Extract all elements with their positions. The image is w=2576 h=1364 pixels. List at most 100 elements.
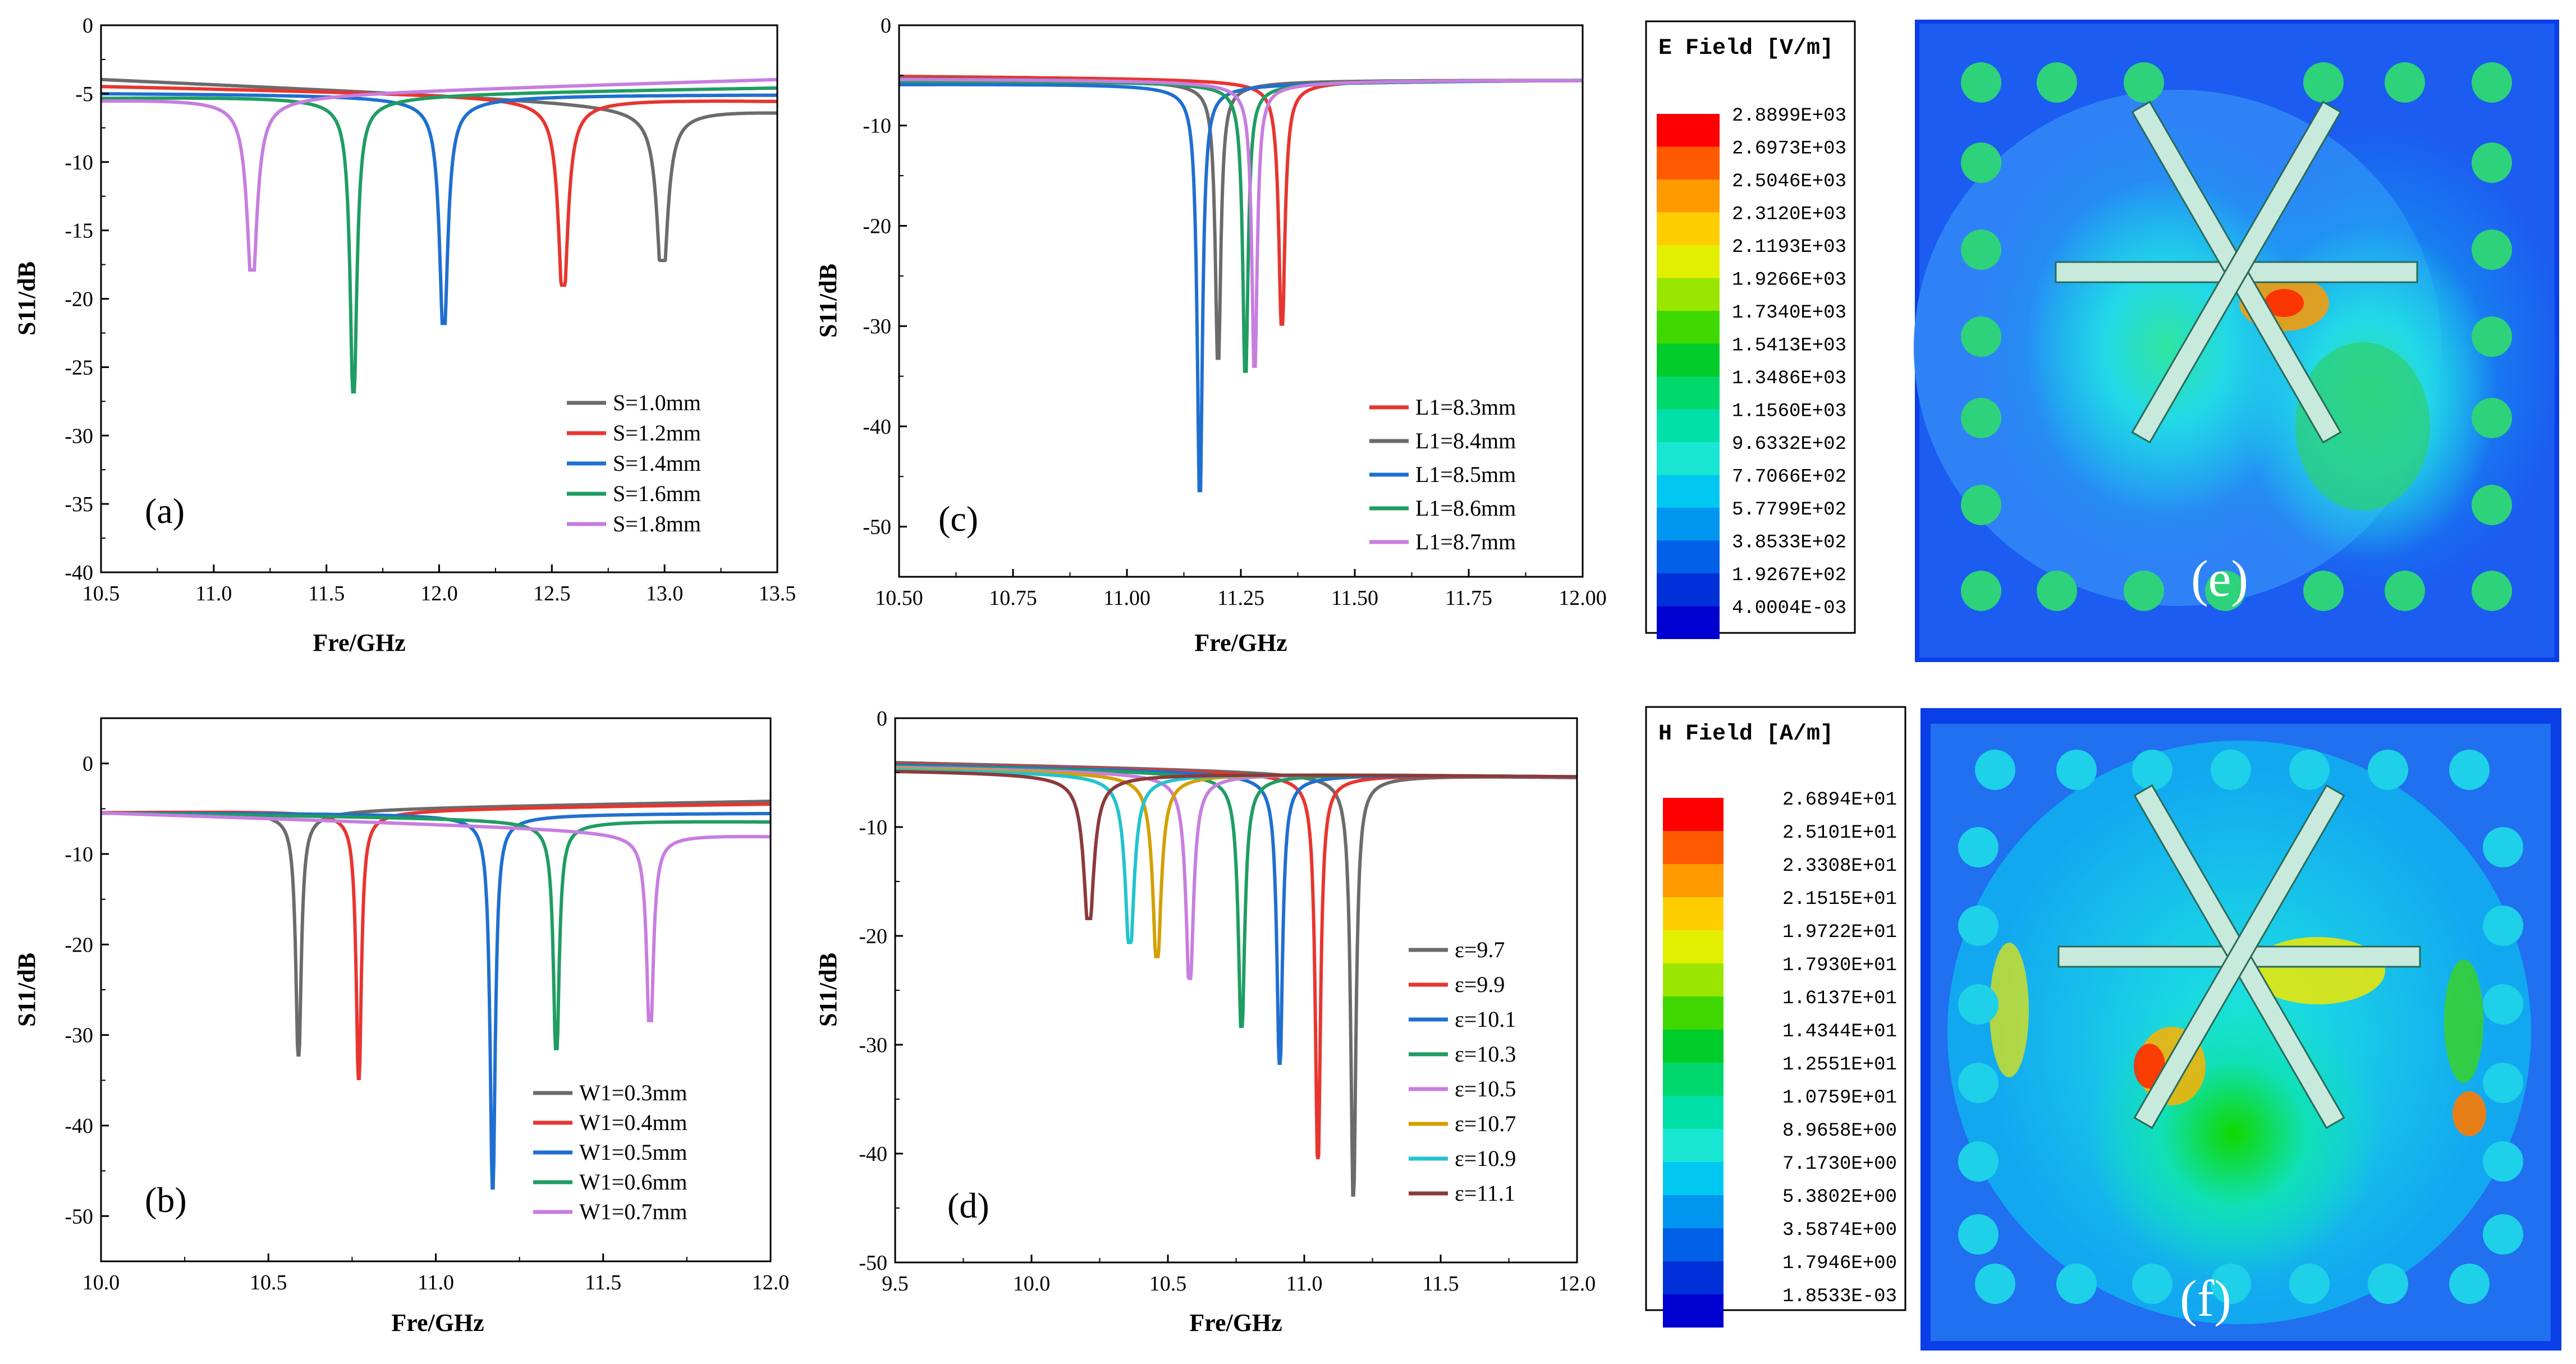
legend-label: W1=0.7mm: [579, 1199, 687, 1224]
scale-value: 2.1515E+01: [1782, 889, 1897, 910]
via: [2449, 750, 2490, 790]
via: [1961, 316, 2001, 357]
via: [1958, 1063, 1999, 1103]
color-swatch: [1663, 963, 1724, 996]
scale-value: 1.4344E+01: [1782, 1021, 1897, 1042]
via: [2056, 1264, 2097, 1304]
y-tick-label: -30: [859, 1034, 887, 1057]
via: [2303, 62, 2344, 103]
field-region: [2295, 342, 2430, 511]
legend-label: ε=10.5: [1455, 1076, 1516, 1101]
y-tick-label: -35: [65, 493, 93, 516]
color-swatch: [1657, 180, 1720, 213]
scale-value: 1.3486E+03: [1732, 368, 1846, 389]
panel-label: (f): [2180, 1270, 2231, 1327]
via: [1958, 1141, 1999, 1182]
y-tick-label: -40: [65, 1114, 93, 1138]
scale-value: 2.3308E+01: [1782, 856, 1897, 877]
color-swatch: [1657, 278, 1720, 311]
scale-value: 4.0004E-03: [1732, 598, 1846, 619]
color-swatch: [1663, 1228, 1724, 1261]
scale-value: 1.1560E+03: [1732, 401, 1846, 422]
color-swatch: [1663, 897, 1724, 930]
panel-label: (b): [145, 1180, 187, 1220]
y-tick-label: -40: [863, 415, 891, 439]
y-tick-label: -10: [65, 151, 93, 174]
scale-value: 1.9266E+03: [1732, 270, 1846, 291]
color-swatch: [1663, 930, 1724, 963]
color-swatch: [1657, 311, 1720, 344]
y-axis-label: S11/dB: [814, 264, 842, 338]
patch-arm: [2131, 100, 2342, 444]
panel-label: (e): [2191, 550, 2248, 607]
series-line-L1=8.6mm: [899, 79, 1583, 373]
x-axis-label: Fre/GHz: [313, 629, 405, 656]
scale-value: 5.3802E+00: [1782, 1187, 1897, 1208]
color-swatch: [1663, 1129, 1724, 1162]
x-tick-label: 11.0: [195, 582, 232, 605]
y-axis-label: S11/dB: [13, 261, 40, 336]
color-swatch: [1663, 1063, 1724, 1096]
color-swatch: [1657, 409, 1720, 442]
scale-value: 1.9267E+02: [1732, 565, 1846, 586]
y-tick-label: -10: [863, 114, 891, 138]
via: [2368, 1264, 2408, 1304]
y-tick-label: 0: [881, 14, 891, 38]
via: [2132, 750, 2172, 790]
x-tick-label: 10.0: [1013, 1272, 1051, 1296]
x-tick-label: 11.0: [1286, 1272, 1322, 1296]
via: [2037, 571, 2077, 611]
y-tick-label: 0: [82, 14, 93, 38]
y-tick-label: -40: [859, 1142, 887, 1166]
color-swatch: [1657, 376, 1720, 410]
x-tick-label: 11.0: [418, 1271, 454, 1294]
legend-label: ε=11.1: [1455, 1181, 1515, 1206]
scale-value: 2.5046E+03: [1732, 171, 1846, 192]
y-tick-label: -5: [75, 82, 93, 106]
x-tick-label: 12.0: [752, 1271, 790, 1294]
x-tick-label: 12.00: [1559, 586, 1607, 610]
legend-title: H Field [A/m]: [1658, 722, 1834, 747]
field-hotspot: [2444, 959, 2483, 1083]
via: [2056, 750, 2097, 790]
x-axis-label: Fre/GHz: [391, 1309, 484, 1337]
legend-label: ε=9.7: [1455, 937, 1505, 962]
via: [2472, 316, 2512, 357]
legend-label: L1=8.4mm: [1415, 428, 1516, 453]
y-axis-label: S11/dB: [13, 953, 40, 1027]
color-swatch: [1657, 212, 1720, 245]
y-tick-label: -20: [863, 214, 891, 238]
via: [2289, 750, 2330, 790]
y-tick-label: -50: [65, 1205, 93, 1228]
via: [1975, 1264, 2015, 1304]
y-tick-label: -40: [65, 561, 93, 585]
field-region: [2088, 988, 2380, 1279]
legend-label: ε=10.3: [1455, 1041, 1516, 1067]
legend-label: W1=0.3mm: [579, 1080, 687, 1105]
via: [1975, 750, 2015, 790]
star-patch: [2055, 100, 2418, 444]
x-tick-label: 10.75: [989, 586, 1037, 610]
via: [1961, 229, 2001, 270]
y-tick-label: -10: [859, 816, 887, 839]
star-patch: [2057, 784, 2421, 1129]
e-field-color-legend: E Field [V/m] 2.8899E+03 2.6973E+03 2.5046…: [1645, 20, 1856, 639]
y-tick-label: -30: [65, 1024, 93, 1048]
via: [2303, 571, 2344, 611]
legend-label: ε=9.9: [1455, 972, 1505, 997]
x-tick-label: 10.5: [250, 1271, 287, 1294]
via: [1958, 1214, 1999, 1255]
field-hotspot: [2265, 289, 2304, 317]
via: [2132, 1264, 2172, 1304]
scale-value: 1.9722E+01: [1782, 922, 1897, 943]
legend-label: S=1.8mm: [613, 511, 701, 536]
via: [2289, 1264, 2330, 1304]
color-swatch: [1663, 1195, 1724, 1228]
via: [2385, 62, 2425, 103]
series-line-ε=11.1: [895, 770, 1577, 920]
via: [2483, 906, 2523, 946]
via: [1961, 571, 2001, 611]
x-tick-label: 12.5: [533, 582, 571, 605]
series-line-L1=8.7mm: [899, 77, 1583, 368]
scale-value: 3.5874E+00: [1782, 1220, 1897, 1241]
